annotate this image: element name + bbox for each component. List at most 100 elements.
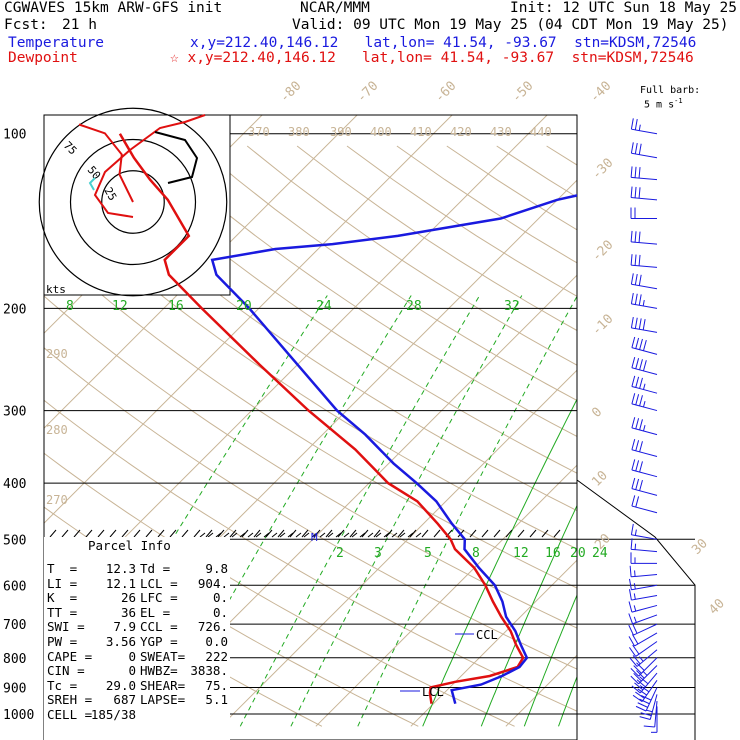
dry-adiabat [646,146,740,726]
wind-barb-full [635,496,640,508]
parcel-row-7-col-2: HWBZ= [140,663,178,679]
wind-barb-full [636,679,646,688]
hatch-500-fine [199,532,206,538]
isotherm-label: 0 [589,405,605,421]
hatch-500-fine [391,532,398,538]
parcel-row-9-col-3: 5.1 [205,692,228,708]
dry-adiabat [147,145,577,438]
hatch-500 [193,529,201,538]
wind-barb [630,657,658,677]
wind-barb-full [634,231,637,243]
wind-barb-half [633,583,636,590]
wind-barb [628,632,658,647]
wind-barb-full [639,676,649,685]
hodograph-ring-50 [69,138,197,266]
mixing-ratio-label-500: 3 [374,546,382,561]
isotherm-label: -60 [432,79,459,106]
wind-barb [630,665,658,685]
parcel-row-4-col-1: 7.9 [113,619,136,635]
isotherm-label: -80 [277,79,304,106]
parcel-row-5-col-2: YGP = [140,634,178,649]
wind-barb-full [630,118,634,130]
wind-barb-staff [631,176,658,181]
hatch-500-fine [279,532,286,538]
wind-barb-half [642,383,646,390]
wind-barb [630,186,658,201]
hatch-500 [133,529,141,538]
wind-barb-half [634,529,637,536]
dewpoint-profile [118,133,525,704]
wind-barb-full [631,623,638,634]
header: CGWAVES 15km ARW-GFS init NCAR/MMM Init:… [0,0,740,68]
parcel-row-1-col-3: 904. [197,575,228,591]
wind-barb-full [631,477,636,489]
wind-barb-full [630,668,639,677]
hatch-500 [121,529,129,538]
theta-label: 420 [450,125,472,139]
hodograph-unit-label: kts [46,283,66,296]
wind-barb-staff [641,680,658,702]
wind-barb-full [628,613,634,625]
hatch-500-fine [223,532,230,538]
hatch-500-fine [415,532,422,538]
wind-barb [628,613,658,625]
parcel-row-3-col-2: EL = [140,604,171,620]
hatch-500 [529,529,537,538]
wind-barb [631,393,658,412]
hatch-500 [253,529,261,538]
dry-adiabat [597,146,740,726]
hodograph-trace-cyan [88,177,96,191]
wind-barb-full [630,538,633,550]
theta-left-label: 280 [46,423,68,437]
hatch-500 [469,529,477,538]
hodograph-ring-label-25: 25 [101,185,119,203]
hatch-500 [109,529,117,538]
theta-label: 370 [248,125,270,139]
hodograph-trace-black [154,131,199,184]
wind-barb [630,207,657,219]
isotherm [696,107,740,726]
parcel-row-6-col-1: 0 [128,648,136,664]
wind-barb-full [628,589,632,601]
hatch-500-fine [255,532,262,538]
wind-barb [630,230,658,245]
wind-barb [631,375,658,394]
dry-adiabat [97,145,577,474]
dry-adiabat [47,145,577,512]
pressure-label-700: 700 [3,618,26,633]
isotherm-label: -40 [587,79,614,106]
pressure-label-600: 600 [3,579,26,594]
hatch-500 [181,529,189,538]
mixing-ratio-label-500: 20 [570,546,586,561]
hatch-500-fine [303,532,310,538]
wind-barb-staff [631,347,658,355]
wind-barb [631,672,658,694]
wind-barb-full [638,187,641,199]
mixing-ratio-line [357,295,577,727]
wind-barb-full [631,336,636,348]
wind-barb-staff [631,584,658,591]
wind-barb-full [630,523,634,535]
wind-barb-full [632,634,639,645]
wind-barb-full [638,318,642,330]
hatch-500-fine [295,532,302,538]
mixing-ratio-line [611,296,740,727]
hatch-500-fine [311,532,318,538]
theta-left-label: 290 [46,347,68,361]
wind-barb-staff [631,469,658,478]
mixing-ratio-line [422,398,577,727]
mixing-ratio-label-200: 20 [236,299,252,314]
hatch-500-fine [231,532,238,538]
theta-label: 440 [530,125,552,139]
wind-barb-staff [645,687,658,712]
wind-barb-staff [631,427,658,436]
hatch-500 [373,529,381,538]
wind-barb-staff [631,283,658,290]
wind-barb-full [639,441,643,452]
wind-barb-full [638,294,642,306]
hatch-500-fine [271,532,278,538]
wind-barb-full [630,186,633,198]
isotherm-label: -20 [589,238,616,265]
temperature-profile [210,194,577,705]
wind-barb-staff [639,672,658,694]
